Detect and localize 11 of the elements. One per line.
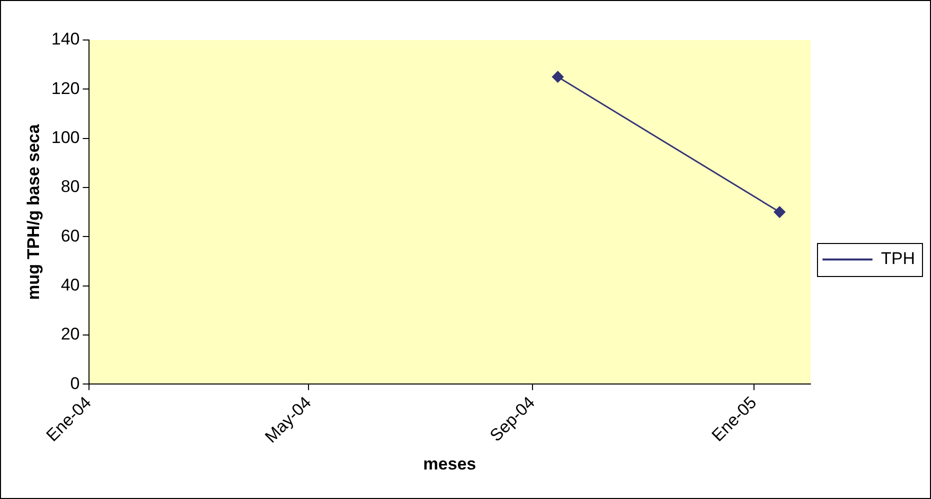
y-tick-label: 20 xyxy=(60,324,80,344)
y-tick-label: 80 xyxy=(60,177,80,196)
y-axis-title: mug TPH/g base seca xyxy=(24,124,43,300)
y-tick-label: 140 xyxy=(51,30,80,49)
x-axis-title: meses xyxy=(423,454,476,474)
legend-label: TPH xyxy=(881,249,915,268)
y-tick-label: 60 xyxy=(60,226,80,246)
y-tick-label: 40 xyxy=(60,275,80,294)
y-tick-label: 100 xyxy=(51,128,80,147)
y-tick-label: 120 xyxy=(51,78,80,98)
y-tick-label: 0 xyxy=(70,374,80,393)
